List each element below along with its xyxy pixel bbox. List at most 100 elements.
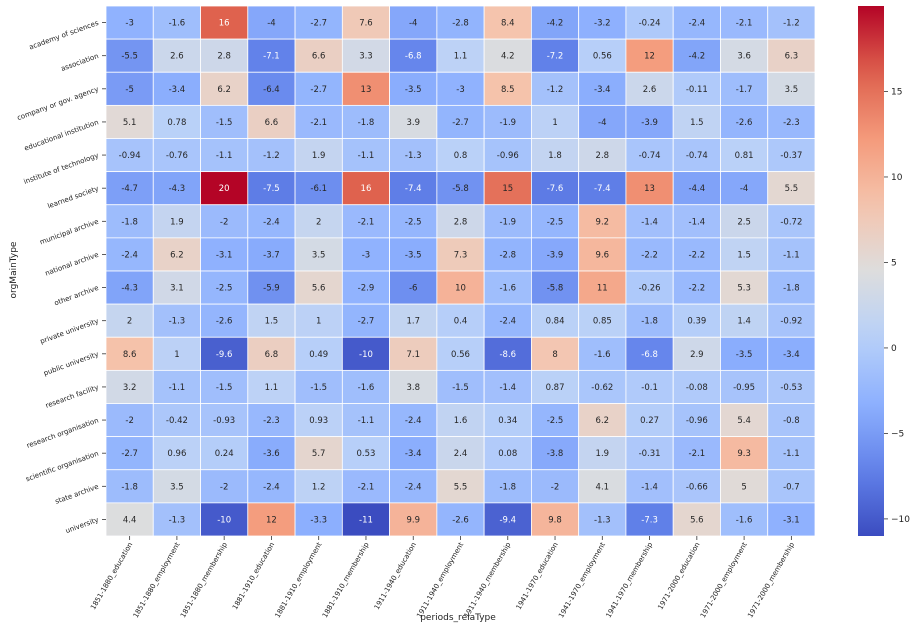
cell-value-label: 2.8 xyxy=(454,217,468,227)
cell-value-label: -1.4 xyxy=(641,482,658,492)
cell-value-label: -1.8 xyxy=(499,482,516,492)
heatmap-cell xyxy=(767,336,816,371)
cell-value-label: 13 xyxy=(361,85,372,95)
cell-value-label: 0.81 xyxy=(735,151,754,161)
cell-value-label: 3.1 xyxy=(170,284,184,294)
cell-value-label: 1.7 xyxy=(406,317,420,327)
heatmap-cell xyxy=(247,38,296,73)
cell-value-label: -5 xyxy=(125,85,133,95)
heatmap-cell xyxy=(200,104,249,139)
cell-value-label: -3.1 xyxy=(783,515,800,525)
heatmap-cell xyxy=(531,138,580,173)
heatmap-cell xyxy=(720,204,769,239)
cell-value-label: -0.31 xyxy=(639,449,661,459)
cell-value-label: 1.1 xyxy=(454,52,468,62)
cell-value-label: 6.3 xyxy=(785,52,799,62)
cell-value-label: 4.2 xyxy=(501,52,515,62)
heatmap-cell xyxy=(105,469,154,504)
heatmap-cell xyxy=(672,204,721,239)
heatmap-cell xyxy=(436,303,485,338)
cell-value-label: -0.08 xyxy=(686,383,708,393)
cell-value-label: -0.92 xyxy=(780,317,802,327)
heatmap-cell xyxy=(625,71,674,106)
x-tick-label: 1971-2000_education xyxy=(656,541,701,611)
heatmap-cell xyxy=(200,237,249,272)
heatmap-cell xyxy=(105,270,154,305)
cell-value-label: -0.62 xyxy=(591,383,613,393)
heatmap-cell xyxy=(531,204,580,239)
x-tick-label: 1911-1940_employment xyxy=(415,541,465,620)
cell-value-label: 8.4 xyxy=(501,19,515,29)
cell-value-label: -5.9 xyxy=(263,284,280,294)
cell-value-label: 7.1 xyxy=(406,350,420,360)
cell-value-label: -2.5 xyxy=(216,284,233,294)
cell-value-label: -1.8 xyxy=(783,284,800,294)
heatmap-cell xyxy=(483,171,532,206)
heatmap-cell xyxy=(625,270,674,305)
heatmap-cell xyxy=(483,469,532,504)
colorbar-tick-label: −5 xyxy=(891,429,904,439)
cell-value-label: -1.1 xyxy=(358,151,375,161)
x-tick-label: 1941-1970_membership xyxy=(605,541,655,620)
heatmap-cell xyxy=(578,336,627,371)
heatmap-cell xyxy=(483,403,532,438)
cell-value-label: -2.4 xyxy=(263,217,280,227)
cell-value-label: -1.3 xyxy=(169,317,186,327)
cell-value-label: -1.9 xyxy=(499,118,516,128)
heatmap-cell xyxy=(625,303,674,338)
cell-value-label: -3.5 xyxy=(405,85,422,95)
heatmap-cell xyxy=(105,71,154,106)
cell-value-label: -3 xyxy=(362,250,370,260)
cell-value-label: -1.6 xyxy=(169,19,186,29)
cell-value-label: 1.5 xyxy=(265,317,279,327)
heatmap-cell xyxy=(294,104,343,139)
heatmap-cell xyxy=(294,237,343,272)
cell-value-label: -2.9 xyxy=(358,284,375,294)
cell-value-label: -1.8 xyxy=(358,118,375,128)
cell-value-label: 2.5 xyxy=(737,217,751,227)
cell-value-label: -2.2 xyxy=(689,284,706,294)
heatmap-cell xyxy=(247,436,296,471)
cell-value-label: 16 xyxy=(361,184,372,194)
heatmap-cell xyxy=(389,469,438,504)
cell-value-label: 0.39 xyxy=(687,317,706,327)
heatmap-cell xyxy=(105,403,154,438)
cell-value-label: -4.3 xyxy=(121,284,138,294)
heatmap-cell xyxy=(578,369,627,404)
cell-value-label: -1.8 xyxy=(121,482,138,492)
cell-value-label: -0.74 xyxy=(639,151,661,161)
cell-value-label: 1.9 xyxy=(170,217,184,227)
heatmap-cell xyxy=(672,436,721,471)
cell-value-label: 5.3 xyxy=(737,284,751,294)
cell-value-label: 3.5 xyxy=(785,85,799,95)
cell-value-label: 2 xyxy=(127,317,132,327)
cell-value-label: 12 xyxy=(266,515,277,525)
cell-value-label: 6.6 xyxy=(312,52,326,62)
cell-value-label: 9.8 xyxy=(548,515,562,525)
cell-value-label: -3.4 xyxy=(405,449,422,459)
cell-value-label: -1.6 xyxy=(594,350,611,360)
heatmap-cell xyxy=(483,270,532,305)
cell-value-label: -0.93 xyxy=(213,416,235,426)
cell-value-label: -3.1 xyxy=(216,250,233,260)
cell-value-label: 1.5 xyxy=(737,250,751,260)
heatmap-cell xyxy=(672,303,721,338)
heatmap-cell xyxy=(436,369,485,404)
cell-value-label: 2.6 xyxy=(170,52,184,62)
heatmap-cell xyxy=(625,436,674,471)
y-tick-label: research organisation xyxy=(26,416,100,450)
heatmap-cell xyxy=(436,270,485,305)
heatmap-cell xyxy=(767,38,816,73)
cell-value-label: -3.9 xyxy=(547,250,564,260)
heatmap-cell xyxy=(672,138,721,173)
cell-value-label: 5.7 xyxy=(312,449,326,459)
cell-value-label: -2.1 xyxy=(310,118,327,128)
cell-value-label: 8.5 xyxy=(501,85,515,95)
cell-value-label: -9.6 xyxy=(216,350,233,360)
cell-value-label: -1.3 xyxy=(169,515,186,525)
cell-value-label: -1.1 xyxy=(358,416,375,426)
heatmap-cell xyxy=(720,403,769,438)
heatmap-cell xyxy=(531,104,580,139)
x-tick-label: 1971-2000_employment xyxy=(699,541,749,620)
